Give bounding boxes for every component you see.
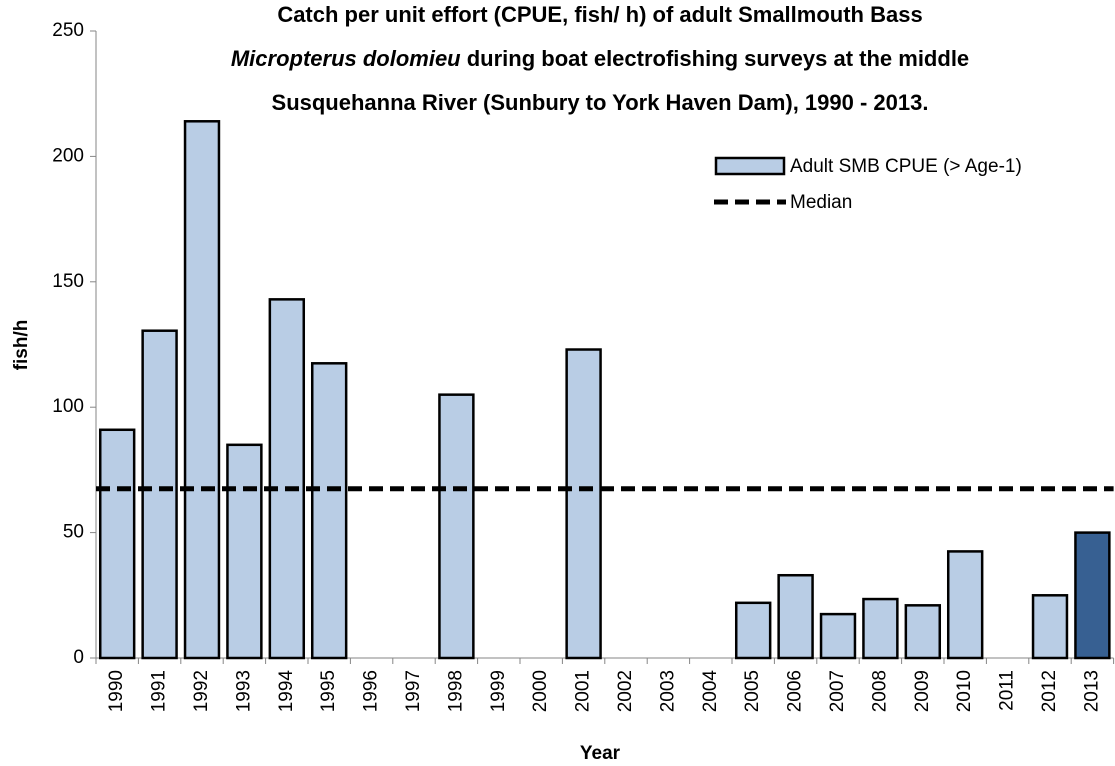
bar <box>98 428 136 660</box>
bar <box>1031 594 1069 660</box>
x-tick-label: 1992 <box>191 670 212 712</box>
chart-title-rest: during boat electrofishing surveys at th… <box>461 46 970 71</box>
bar <box>310 362 348 660</box>
y-tick-label: 200 <box>52 145 84 166</box>
x-tick-label: 1997 <box>403 670 424 712</box>
bar <box>862 597 899 660</box>
x-tick-label: 2000 <box>530 670 551 712</box>
bar <box>565 348 602 660</box>
bar <box>819 612 857 660</box>
x-tick-label: 2013 <box>1081 670 1102 712</box>
x-tick-label: 2001 <box>573 670 594 712</box>
x-tick-label: 1994 <box>276 670 297 713</box>
chart-title: Micropterus dolomieu during boat electro… <box>231 46 969 71</box>
x-tick-label: 2012 <box>1039 670 1060 712</box>
x-tick-label: 2003 <box>657 670 678 712</box>
bar <box>183 120 221 660</box>
y-tick-label: 100 <box>52 396 84 417</box>
x-tick-label: 2007 <box>827 670 848 712</box>
x-tick-label: 2005 <box>742 670 763 712</box>
x-tick-label: 2010 <box>954 670 975 712</box>
legend-label: Median <box>790 192 852 213</box>
x-tick-label: 2008 <box>869 670 890 712</box>
x-axis-title: Year <box>580 743 621 764</box>
y-axis-title: fish/h <box>11 320 32 371</box>
x-tick-label: 2004 <box>700 670 721 713</box>
x-tick-label: 2002 <box>615 670 636 712</box>
x-tick-label: 1991 <box>149 670 170 712</box>
x-tick-label: 2006 <box>785 670 806 712</box>
chart-title: Susquehanna River (Sunbury to York Haven… <box>272 90 929 115</box>
x-tick-label: 1990 <box>106 670 127 712</box>
bar <box>1074 531 1111 660</box>
y-tick-label: 0 <box>73 647 84 668</box>
bar <box>226 443 263 660</box>
bar <box>734 601 772 660</box>
bar <box>946 550 984 660</box>
chart-title-italic: Micropterus dolomieu <box>231 46 461 71</box>
x-tick-label: 1996 <box>361 670 382 712</box>
x-tick-label: 1999 <box>488 670 509 712</box>
x-tick-label: 2009 <box>912 670 933 712</box>
legend-label: Adult SMB CPUE (> Age-1) <box>790 156 1022 177</box>
y-tick-label: 250 <box>52 20 84 41</box>
bar <box>777 573 814 660</box>
legend-swatch <box>714 156 786 176</box>
x-tick-label: 1995 <box>318 670 339 712</box>
x-tick-label: 1998 <box>445 670 466 712</box>
x-tick-label: 1993 <box>233 670 254 712</box>
chart-title: Catch per unit effort (CPUE, fish/ h) of… <box>277 2 922 27</box>
bar <box>141 329 178 660</box>
x-tick-label: 2011 <box>997 670 1018 711</box>
bar <box>268 298 306 660</box>
bar <box>438 393 475 660</box>
y-tick-label: 150 <box>52 271 84 292</box>
y-tick-label: 50 <box>63 522 84 543</box>
bar <box>904 604 942 660</box>
